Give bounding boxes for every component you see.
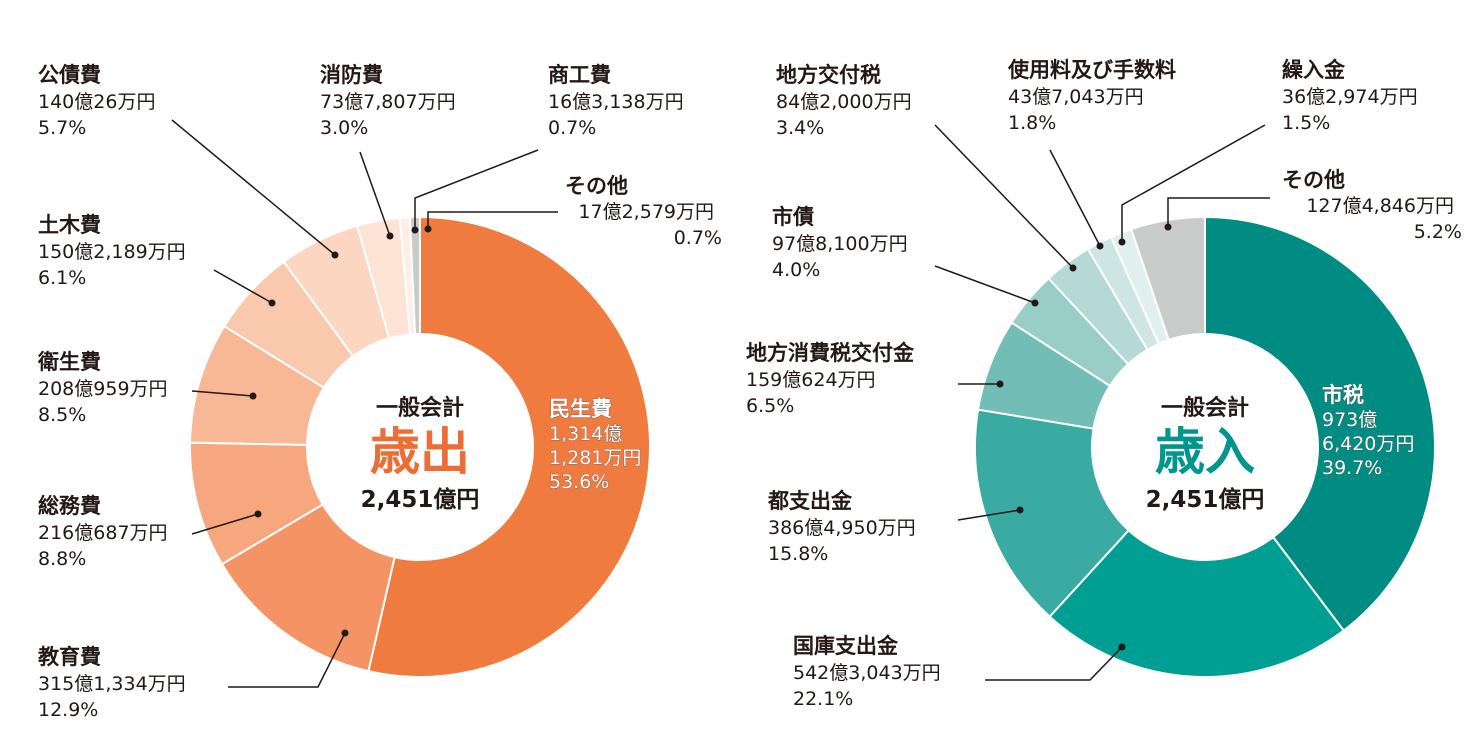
expenditure-label-percent-0: 53.6% — [549, 471, 609, 493]
expenditure-leader-line-8 — [427, 211, 558, 229]
revenue-label-name-0: 市税 — [1322, 383, 1364, 407]
expenditure-label-name-7: 商工費 — [548, 63, 611, 87]
revenue-leader-line-7 — [1121, 124, 1266, 242]
revenue-center-hole — [1092, 334, 1318, 560]
expenditure-label-amount-0-1: 1,281万円 — [549, 447, 641, 469]
expenditure-label-name-5: 公債費 — [38, 63, 101, 87]
expenditure-label-amount-6: 73億7,807万円 — [320, 91, 456, 113]
revenue-label-name-6: 使用料及び手数料 — [1007, 58, 1176, 82]
revenue-label-name-5: 地方交付税 — [776, 63, 881, 87]
expenditure-center-total: 2,451億円 — [361, 486, 480, 513]
revenue-leader-line-5 — [934, 124, 1074, 269]
revenue-label-name-3: 地方消費税交付金 — [746, 341, 915, 365]
revenue-label-amount-6: 43億7,043万円 — [1008, 86, 1144, 108]
expenditure-label-amount-2: 216億687万円 — [38, 522, 168, 544]
revenue-leader-dot-4 — [1031, 299, 1039, 307]
revenue-label-amount-2: 386億4,950万円 — [768, 517, 916, 539]
expenditure-center-hole — [307, 334, 533, 560]
revenue-leader-dot-7 — [1118, 238, 1126, 246]
revenue-label-amount-1: 542億3,043万円 — [793, 662, 941, 684]
expenditure-center-heading: 歳出 — [370, 423, 470, 481]
expenditure-leader-dot-3 — [249, 392, 257, 400]
expenditure-label-percent-6: 3.0% — [320, 117, 368, 139]
revenue-leader-line-6 — [1049, 149, 1101, 247]
revenue-label-name-7: 繰入金 — [1282, 58, 1346, 82]
expenditure-label-amount-8: 17億2,579万円 — [578, 201, 714, 223]
expenditure-label-amount-4: 150億2,189万円 — [38, 241, 186, 263]
expenditure-label-amount-1: 315億1,334万円 — [38, 673, 186, 695]
expenditure-label-percent-3: 8.5% — [38, 404, 86, 426]
revenue-leader-dot-3 — [996, 380, 1004, 388]
revenue-center-heading: 歳入 — [1155, 423, 1255, 481]
revenue-leader-dot-1 — [1118, 643, 1126, 651]
expenditure-label-name-2: 総務費 — [38, 494, 101, 518]
revenue-leader-dot-5 — [1069, 264, 1077, 272]
expenditure-leader-line-2 — [191, 513, 259, 535]
expenditure-label-name-4: 土木費 — [38, 213, 101, 237]
revenue-label-name-2: 都支出金 — [767, 489, 853, 513]
expenditure-leader-line-3 — [191, 390, 254, 397]
revenue-leader-line-2 — [957, 509, 1021, 521]
expenditure-leader-dot-6 — [386, 232, 394, 240]
expenditure-label-percent-5: 5.7% — [38, 117, 86, 139]
revenue-label-percent-4: 4.0% — [772, 259, 820, 281]
revenue-label-amount-4: 97億8,100万円 — [772, 233, 908, 255]
expenditure-label-amount-3: 208億959万円 — [38, 378, 168, 400]
revenue-label-amount-3: 159億624万円 — [746, 369, 876, 391]
expenditure-label-name-1: 教育費 — [38, 645, 101, 669]
revenue-label-name-4: 市債 — [772, 205, 814, 229]
revenue-label-percent-5: 3.4% — [776, 117, 824, 139]
expenditure-center-title: 一般会計 — [376, 395, 464, 421]
expenditure-label-name-3: 衛生費 — [37, 350, 101, 374]
revenue-label-amount-5: 84億2,000万円 — [776, 91, 912, 113]
revenue-center-total: 2,451億円 — [1146, 486, 1265, 513]
revenue-leader-line-4 — [934, 265, 1036, 304]
revenue-label-amount-8: 127億4,846万円 — [1306, 195, 1454, 217]
expenditure-label-amount-0-0: 1,314億 — [549, 423, 622, 445]
expenditure-leader-line-4 — [213, 269, 273, 304]
revenue-leader-dot-2 — [1016, 506, 1024, 514]
expenditure-leader-dot-1 — [341, 629, 349, 637]
expenditure-label-percent-8: 0.7% — [674, 227, 722, 249]
expenditure-leader-dot-8 — [424, 225, 432, 233]
revenue-leader-line-8 — [1167, 197, 1270, 227]
expenditure-leader-dot-4 — [268, 299, 276, 307]
expenditure-leader-line-7 — [414, 149, 539, 230]
expenditure-label-amount-7: 16億3,138万円 — [548, 91, 684, 113]
revenue-label-percent-7: 1.5% — [1282, 112, 1330, 134]
expenditure-leader-line-5 — [171, 119, 336, 256]
expenditure-leader-dot-7 — [411, 226, 419, 234]
revenue-center-title: 一般会計 — [1161, 395, 1249, 421]
expenditure-label-percent-4: 6.1% — [38, 267, 86, 289]
expenditure-leader-line-6 — [359, 151, 391, 237]
expenditure-label-name-6: 消防費 — [320, 63, 383, 87]
expenditure-label-percent-1: 12.9% — [38, 699, 98, 721]
revenue-label-amount-7: 36億2,974万円 — [1282, 86, 1418, 108]
expenditure-leader-dot-2 — [254, 510, 262, 518]
revenue-label-amount-0-0: 973億 — [1322, 409, 1377, 431]
expenditure-label-amount-5: 140億26万円 — [38, 91, 155, 113]
expenditure-label-name-8: その他 — [565, 174, 628, 198]
revenue-label-percent-0: 39.7% — [1322, 457, 1382, 479]
revenue-leader-dot-6 — [1096, 242, 1104, 250]
revenue-label-percent-8: 5.2% — [1414, 221, 1462, 243]
expenditure-leader-line-1 — [228, 632, 346, 688]
revenue-leader-line-1 — [985, 646, 1123, 681]
revenue-leader-dot-8 — [1164, 223, 1172, 231]
revenue-label-name-1: 国庫支出金 — [793, 634, 899, 658]
revenue-label-percent-1: 22.1% — [793, 688, 853, 710]
revenue-label-amount-0-1: 6,420万円 — [1322, 433, 1414, 455]
expenditure-label-percent-7: 0.7% — [548, 117, 596, 139]
revenue-label-percent-2: 15.8% — [768, 543, 828, 565]
expenditure-label-percent-2: 8.8% — [38, 548, 86, 570]
revenue-label-percent-3: 6.5% — [746, 395, 794, 417]
revenue-label-percent-6: 1.8% — [1008, 112, 1056, 134]
expenditure-label-name-0: 民生費 — [549, 397, 612, 421]
expenditure-leader-dot-5 — [331, 251, 339, 259]
revenue-label-name-8: その他 — [1282, 168, 1345, 192]
